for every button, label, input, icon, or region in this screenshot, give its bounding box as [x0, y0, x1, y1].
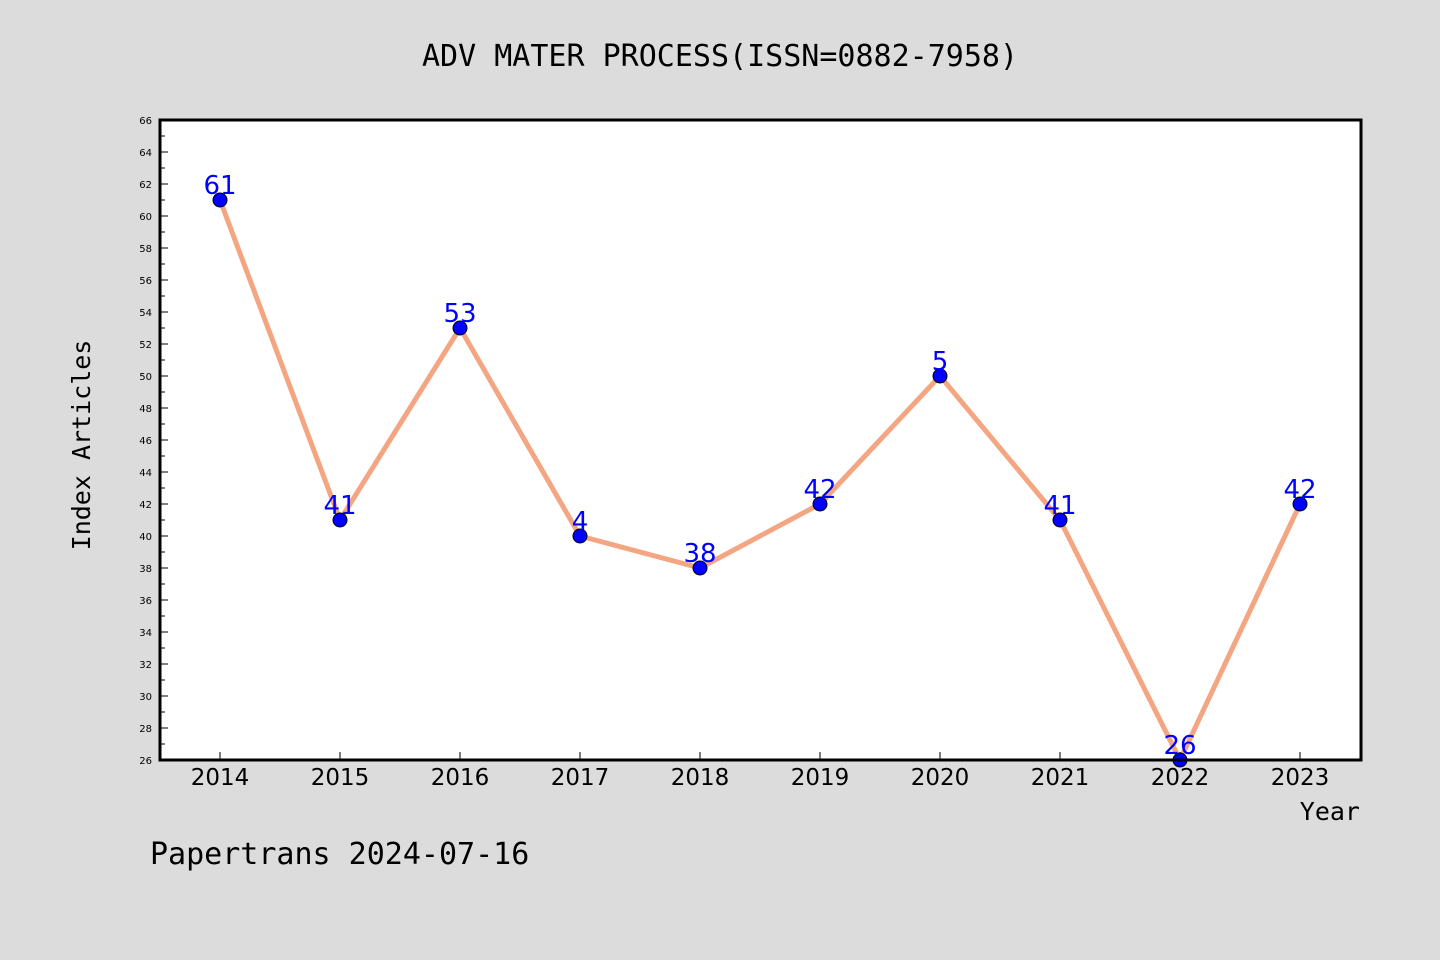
y-tick-label: 56 — [139, 276, 152, 287]
y-tick-label: 48 — [139, 404, 152, 415]
y-tick-label: 32 — [139, 660, 152, 671]
data-label: 26 — [1163, 731, 1196, 761]
data-points — [212, 192, 1308, 768]
y-tick-label: 60 — [139, 212, 152, 223]
y-tick-label: 38 — [139, 564, 152, 575]
plot-frame — [158, 118, 1363, 762]
y-tick-label: 46 — [139, 436, 152, 447]
series-line-layer — [217, 199, 1303, 763]
x-axis-ticks: 2014 2015 2016 2017 2018 2019 2020 2021 2022 2023 — [191, 752, 1330, 791]
data-point — [1292, 496, 1308, 512]
y-tick-label: 66 — [139, 116, 152, 127]
data-point — [1052, 512, 1068, 528]
data-label: 41 — [1043, 491, 1076, 521]
y-tick-label: 54 — [139, 308, 152, 319]
x-tick-label: 2014 — [191, 765, 250, 791]
y-tick-label: 44 — [139, 468, 152, 479]
data-label: 38 — [683, 539, 716, 569]
y-axis-title: Index Articles — [67, 340, 96, 551]
chart-title: ADV MATER PROCESS(ISSN=0882-7958) — [422, 39, 1018, 74]
y-tick-label: 30 — [139, 692, 152, 703]
x-tick-label: 2021 — [1031, 765, 1090, 791]
x-tick-label: 2020 — [911, 765, 970, 791]
y-tick-label: 50 — [139, 372, 152, 383]
plot-area — [160, 120, 1361, 760]
data-label: 42 — [1283, 475, 1316, 505]
data-label: 53 — [443, 299, 476, 329]
data-label: 5 — [932, 347, 949, 377]
y-tick-label: 28 — [139, 724, 152, 735]
data-point — [452, 320, 468, 336]
x-tick-label: 2022 — [1151, 765, 1210, 791]
y-tick-label: 26 — [139, 756, 152, 767]
data-point — [692, 560, 708, 576]
x-axis-title: Year — [1300, 797, 1360, 826]
y-tick-label: 40 — [139, 532, 152, 543]
data-point — [812, 496, 828, 512]
data-point — [572, 528, 588, 544]
y-tick-label: 42 — [139, 500, 152, 511]
data-label: 4 — [572, 507, 589, 537]
x-tick-label: 2023 — [1271, 765, 1330, 791]
data-point — [932, 368, 948, 384]
x-tick-label: 2016 — [431, 765, 490, 791]
x-tick-label: 2019 — [791, 765, 850, 791]
data-point — [212, 192, 228, 208]
data-labels: 61 41 53 4 38 42 5 41 26 42 — [203, 171, 1316, 761]
x-tick-label: 2017 — [551, 765, 610, 791]
data-point — [332, 512, 348, 528]
y-tick-label: 58 — [139, 244, 152, 255]
series-line — [217, 199, 1303, 763]
y-tick-label: 62 — [139, 180, 152, 191]
data-label: 61 — [203, 171, 236, 201]
data-label: 42 — [803, 475, 836, 505]
y-tick-label: 36 — [139, 596, 152, 607]
data-label: 41 — [323, 491, 356, 521]
y-tick-label: 64 — [139, 148, 152, 159]
y-tick-label: 34 — [139, 628, 152, 639]
footer-text: Papertrans 2024-07-16 — [150, 837, 529, 872]
y-tick-label: 52 — [139, 340, 152, 351]
x-tick-label: 2018 — [671, 765, 730, 791]
x-tick-label: 2015 — [311, 765, 370, 791]
